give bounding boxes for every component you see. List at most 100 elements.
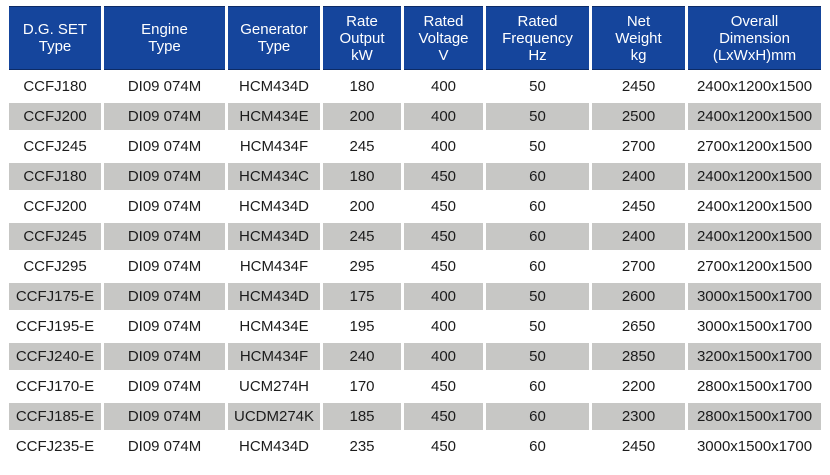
- table-cell: 50: [486, 133, 589, 160]
- table-cell: CCFJ200: [9, 193, 101, 220]
- table-cell: 3000x1500x1700: [688, 283, 821, 310]
- table-cell: 245: [323, 223, 401, 250]
- table-row: CCFJ295 DI09 074M HCM434F 295 450 60 2700 2700x…: [9, 253, 821, 280]
- table-cell: 245: [323, 133, 401, 160]
- table-row: CCFJ195-E DI09 074M HCM434E 195 400 50 2650 300…: [9, 313, 821, 340]
- table-cell: 60: [486, 193, 589, 220]
- table-cell: 400: [404, 133, 483, 160]
- table-cell: HCM434D: [228, 73, 320, 100]
- table-cell: UCM274H: [228, 373, 320, 400]
- table-cell: 50: [486, 103, 589, 130]
- table-cell: 295: [323, 253, 401, 280]
- table-cell: HCM434F: [228, 253, 320, 280]
- table-cell: HCM434E: [228, 313, 320, 340]
- table-row: CCFJ180 DI09 074M HCM434C 180 450 60 2400 2400x…: [9, 163, 821, 190]
- table-cell: CCFJ170-E: [9, 373, 101, 400]
- table-cell: 400: [404, 73, 483, 100]
- table-cell: DI09 074M: [104, 373, 225, 400]
- table-cell: 180: [323, 163, 401, 190]
- table-cell: 50: [486, 343, 589, 370]
- table-cell: DI09 074M: [104, 433, 225, 460]
- table-row: CCFJ200 DI09 074M HCM434E 200 400 50 2500 2400x…: [9, 103, 821, 130]
- table-cell: 450: [404, 373, 483, 400]
- table-cell: HCM434D: [228, 433, 320, 460]
- table-cell: 195: [323, 313, 401, 340]
- table-cell: HCM434D: [228, 223, 320, 250]
- table-cell: 2600: [592, 283, 685, 310]
- header-dg-set-type: D.G. SET Type: [9, 6, 101, 70]
- header-rated-frequency: Rated Frequency Hz: [486, 6, 589, 70]
- table-cell: 170: [323, 373, 401, 400]
- table-cell: 2400x1200x1500: [688, 73, 821, 100]
- table-cell: 2400x1200x1500: [688, 163, 821, 190]
- table-cell: 2400x1200x1500: [688, 103, 821, 130]
- table-cell: 2300: [592, 403, 685, 430]
- table-cell: CCFJ240-E: [9, 343, 101, 370]
- table-cell: CCFJ245: [9, 223, 101, 250]
- table-cell: 180: [323, 73, 401, 100]
- table-cell: 2400: [592, 163, 685, 190]
- table-cell: DI09 074M: [104, 193, 225, 220]
- table-cell: 2200: [592, 373, 685, 400]
- table-cell: 2400x1200x1500: [688, 223, 821, 250]
- table-cell: 60: [486, 403, 589, 430]
- table-cell: 235: [323, 433, 401, 460]
- table-cell: DI09 074M: [104, 253, 225, 280]
- header-rate-output: Rate Output kW: [323, 6, 401, 70]
- table-cell: 2850: [592, 343, 685, 370]
- table-cell: DI09 074M: [104, 103, 225, 130]
- table-cell: CCFJ245: [9, 133, 101, 160]
- table-cell: CCFJ175-E: [9, 283, 101, 310]
- table-cell: 400: [404, 343, 483, 370]
- table-cell: 2700: [592, 253, 685, 280]
- table-cell: 400: [404, 103, 483, 130]
- table-cell: CCFJ185-E: [9, 403, 101, 430]
- table-cell: DI09 074M: [104, 73, 225, 100]
- table-row: CCFJ245 DI09 074M HCM434F 245 400 50 2700 2700x…: [9, 133, 821, 160]
- table-cell: 2450: [592, 193, 685, 220]
- table-cell: 2800x1500x1700: [688, 373, 821, 400]
- table-cell: 2700x1200x1500: [688, 133, 821, 160]
- table-cell: 450: [404, 253, 483, 280]
- table-cell: 2400: [592, 223, 685, 250]
- table-cell: DI09 074M: [104, 343, 225, 370]
- header-net-weight: Net Weight kg: [592, 6, 685, 70]
- table-row: CCFJ180 DI09 074M HCM434D 180 400 50 2450 2400x…: [9, 73, 821, 100]
- table-cell: 450: [404, 223, 483, 250]
- header-generator-type: Generator Type: [228, 6, 320, 70]
- table-cell: 50: [486, 313, 589, 340]
- table-cell: 2700: [592, 133, 685, 160]
- table-cell: HCM434D: [228, 283, 320, 310]
- table-cell: 240: [323, 343, 401, 370]
- table-row: CCFJ240-E DI09 074M HCM434F 240 400 50 2850 320…: [9, 343, 821, 370]
- table-cell: 2650: [592, 313, 685, 340]
- table-cell: DI09 074M: [104, 223, 225, 250]
- table-cell: HCM434C: [228, 163, 320, 190]
- table-cell: 2450: [592, 73, 685, 100]
- generator-spec-table: D.G. SET Type Engine Type Generator Type…: [6, 3, 824, 463]
- table-cell: 200: [323, 193, 401, 220]
- table-cell: 3000x1500x1700: [688, 313, 821, 340]
- table-cell: 60: [486, 373, 589, 400]
- table-cell: 60: [486, 163, 589, 190]
- table-cell: 2400x1200x1500: [688, 193, 821, 220]
- table-cell: CCFJ235-E: [9, 433, 101, 460]
- table-cell: 400: [404, 313, 483, 340]
- table-cell: 400: [404, 283, 483, 310]
- table-cell: 200: [323, 103, 401, 130]
- table-row: CCFJ175-E DI09 074M HCM434D 175 400 50 2600 300…: [9, 283, 821, 310]
- table-cell: 60: [486, 253, 589, 280]
- table-cell: 450: [404, 163, 483, 190]
- table-cell: HCM434E: [228, 103, 320, 130]
- table-cell: DI09 074M: [104, 403, 225, 430]
- table-cell: HCM434F: [228, 133, 320, 160]
- table-cell: CCFJ295: [9, 253, 101, 280]
- table-cell: 450: [404, 193, 483, 220]
- table-cell: DI09 074M: [104, 133, 225, 160]
- table-body: CCFJ180 DI09 074M HCM434D 180 400 50 2450 2400x…: [9, 73, 821, 460]
- table-cell: CCFJ180: [9, 73, 101, 100]
- table-cell: 2500: [592, 103, 685, 130]
- table-cell: 60: [486, 433, 589, 460]
- table-cell: 175: [323, 283, 401, 310]
